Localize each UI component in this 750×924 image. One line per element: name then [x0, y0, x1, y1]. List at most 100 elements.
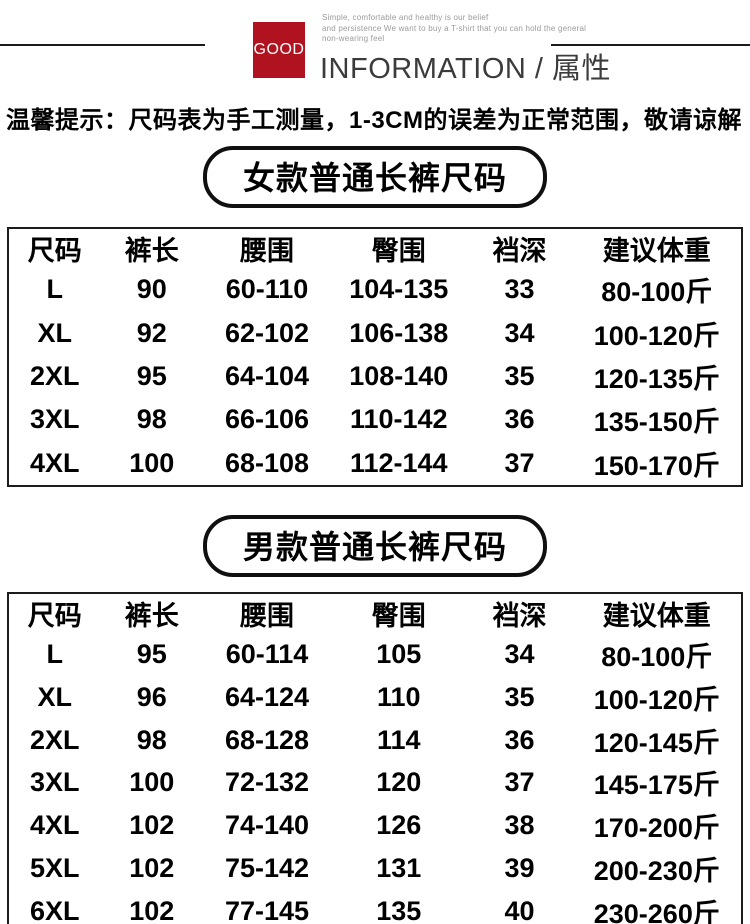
- table-cell: 102: [129, 895, 175, 924]
- table-row: 3XL 98 66-106 110-142 36 135-150斤: [8, 398, 742, 441]
- table-cell: 112-144: [349, 447, 448, 478]
- column-header: 腰围: [240, 236, 295, 266]
- table-cell: 4XL: [29, 810, 80, 841]
- table-cell: 200-230斤: [593, 856, 720, 887]
- men-size-section: 男款普通长裤尺码 尺码 裤长 腰围 臀围 裆深 建议体重 L 95 60-114 105 34 80-…: [0, 515, 750, 924]
- table-cell: 80-100斤: [601, 641, 713, 672]
- column-header: 裤长: [124, 601, 179, 631]
- header-row: 尺码 裤长 腰围 臀围 裆深 建议体重: [8, 228, 742, 268]
- women-size-title: 女款普通长裤尺码: [202, 146, 547, 208]
- table-cell: 120-135斤: [593, 363, 720, 394]
- column-header: 尺码: [27, 236, 82, 266]
- table-cell: 114: [376, 724, 421, 755]
- tagline-line: non-wearing feel: [322, 34, 385, 43]
- table-cell: 74-140: [224, 810, 310, 841]
- column-header: 建议体重: [602, 601, 711, 631]
- table-cell: 66-106: [224, 404, 310, 435]
- column-header: 裆深: [492, 601, 547, 631]
- tagline-line: and persistence We want to buy a T-shirt…: [322, 23, 587, 33]
- column-header: 尺码: [27, 601, 82, 631]
- table-cell: 3XL: [29, 767, 80, 798]
- table-cell: 90: [136, 274, 167, 305]
- table-cell: 98: [136, 404, 167, 435]
- table-row: 4XL 100 68-108 112-144 37 150-170斤: [8, 442, 742, 487]
- column-header: 腰围: [240, 601, 295, 631]
- table-row: 5XL 102 75-142 131 39 200-230斤: [8, 847, 742, 890]
- brand-logo: GOOD: [253, 22, 305, 78]
- table-cell: 35: [504, 681, 535, 712]
- table-cell: 4XL: [29, 447, 80, 478]
- table-cell: XL: [37, 681, 72, 712]
- table-row: XL 92 62-102 106-138 34 100-120斤: [8, 311, 742, 354]
- men-size-title-wrap: 男款普通长裤尺码: [0, 515, 750, 577]
- table-cell: 150-170斤: [593, 450, 720, 481]
- table-cell: 131: [376, 853, 422, 884]
- header-divider-right: [551, 44, 750, 46]
- table-cell: 33: [504, 274, 535, 305]
- table-cell: 105: [376, 638, 422, 669]
- table-cell: 5XL: [29, 853, 80, 884]
- table-cell: 35: [504, 360, 535, 391]
- table-cell: 100: [129, 447, 175, 478]
- table-cell: 68-128: [224, 724, 310, 755]
- table-cell: 126: [376, 810, 422, 841]
- table-row: L 95 60-114 105 34 80-100斤: [8, 633, 742, 676]
- table-cell: 64-124: [224, 681, 310, 712]
- table-cell: 60-114: [225, 638, 309, 669]
- table-cell: 80-100斤: [601, 277, 713, 308]
- table-cell: L: [46, 638, 64, 669]
- table-cell: 104-135: [349, 274, 449, 305]
- table-row: L 90 60-110 104-135 33 80-100斤: [8, 268, 742, 311]
- table-cell: 102: [129, 810, 175, 841]
- table-cell: 36: [504, 404, 535, 435]
- table-cell: 92: [136, 317, 167, 348]
- column-header: 裆深: [492, 236, 547, 266]
- table-cell: 135: [376, 895, 422, 924]
- men-size-title: 男款普通长裤尺码: [202, 515, 547, 577]
- table-cell: 60-110: [225, 274, 309, 305]
- brand-tagline: Simple, comfortable and healthy is our b…: [322, 13, 586, 45]
- table-row: 2XL 98 68-128 114 36 120-145斤: [8, 719, 742, 762]
- table-cell: 98: [136, 724, 167, 755]
- table-row: 2XL 95 64-104 108-140 35 120-135斤: [8, 355, 742, 398]
- info-header: GOOD Simple, comfortable and healthy is …: [0, 0, 750, 90]
- table-cell: 6XL: [29, 895, 80, 924]
- notice-text: 温馨提示：尺码表为手工测量，1-3CM的误差为正常范围，敬请谅解: [6, 107, 743, 134]
- table-cell: 120-145斤: [593, 727, 720, 758]
- table-cell: 77-145: [224, 895, 310, 924]
- table-cell: 34: [504, 638, 535, 669]
- table-cell: 40: [504, 895, 535, 924]
- table-cell: 145-175斤: [593, 770, 720, 801]
- table-cell: 135-150斤: [593, 407, 720, 438]
- header-divider-left: [0, 44, 205, 46]
- table-cell: 75-142: [224, 853, 310, 884]
- table-cell: 37: [504, 447, 535, 478]
- table-cell: 72-132: [224, 767, 310, 798]
- table-cell: 106-138: [349, 317, 449, 348]
- table-cell: 37: [504, 767, 535, 798]
- table-cell: 38: [504, 810, 535, 841]
- table-cell: XL: [37, 317, 72, 348]
- table-cell: 36: [504, 724, 535, 755]
- table-cell: 68-108: [224, 447, 310, 478]
- column-header: 裤长: [124, 236, 179, 266]
- men-size-table: 尺码 裤长 腰围 臀围 裆深 建议体重 L 95 60-114 105 34 80-100斤 XL 96 6…: [7, 592, 743, 924]
- table-cell: 100-120斤: [593, 320, 720, 351]
- table-row: 3XL 100 72-132 120 37 145-175斤: [8, 761, 742, 804]
- table-cell: 102: [129, 853, 175, 884]
- table-cell: 3XL: [29, 404, 80, 435]
- header-row: 尺码 裤长 腰围 臀围 裆深 建议体重: [8, 593, 742, 633]
- table-cell: 120: [376, 767, 422, 798]
- table-cell: 110: [376, 681, 421, 712]
- table-cell: 100: [129, 767, 175, 798]
- table-cell: 2XL: [29, 360, 80, 391]
- table-cell: 95: [136, 638, 167, 669]
- table-cell: 170-200斤: [593, 813, 720, 844]
- women-size-table: 尺码 裤长 腰围 臀围 裆深 建议体重 L 90 60-110 104-135 33 80-100斤 X…: [7, 227, 743, 487]
- table-cell: 110-142: [349, 404, 448, 435]
- table-cell: L: [46, 274, 64, 305]
- table-row: XL 96 64-124 110 35 100-120斤: [8, 676, 742, 719]
- table-cell: 2XL: [29, 724, 80, 755]
- table-cell: 100-120斤: [593, 684, 720, 715]
